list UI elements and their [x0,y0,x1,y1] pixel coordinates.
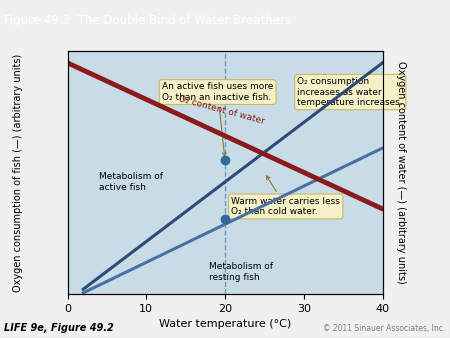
Text: Metabolism of
active fish: Metabolism of active fish [99,172,163,192]
Text: An active fish uses more
O₂ than an inactive fish.: An active fish uses more O₂ than an inac… [162,82,274,156]
Text: © 2011 Sinauer Associates, Inc.: © 2011 Sinauer Associates, Inc. [323,324,446,333]
Text: O₂ consumption
increases as water
temperature increases.: O₂ consumption increases as water temper… [297,77,403,107]
Text: LIFE 9e, Figure 49.2: LIFE 9e, Figure 49.2 [4,323,114,333]
Text: Metabolism of
resting fish: Metabolism of resting fish [209,262,273,282]
Y-axis label: Oxygen content of water (—) (arbitrary units): Oxygen content of water (—) (arbitrary u… [396,61,406,284]
Text: O₂ content of water: O₂ content of water [178,94,266,126]
Text: Warm water carries less
O₂ than cold water.: Warm water carries less O₂ than cold wat… [231,176,340,216]
X-axis label: Water temperature (°C): Water temperature (°C) [159,319,291,329]
Text: Oxygen consumption of fish (—) (arbitrary units): Oxygen consumption of fish (—) (arbitrar… [13,53,23,291]
Text: Figure 49.2  The Double Bind of Water Breathers: Figure 49.2 The Double Bind of Water Bre… [4,14,292,27]
